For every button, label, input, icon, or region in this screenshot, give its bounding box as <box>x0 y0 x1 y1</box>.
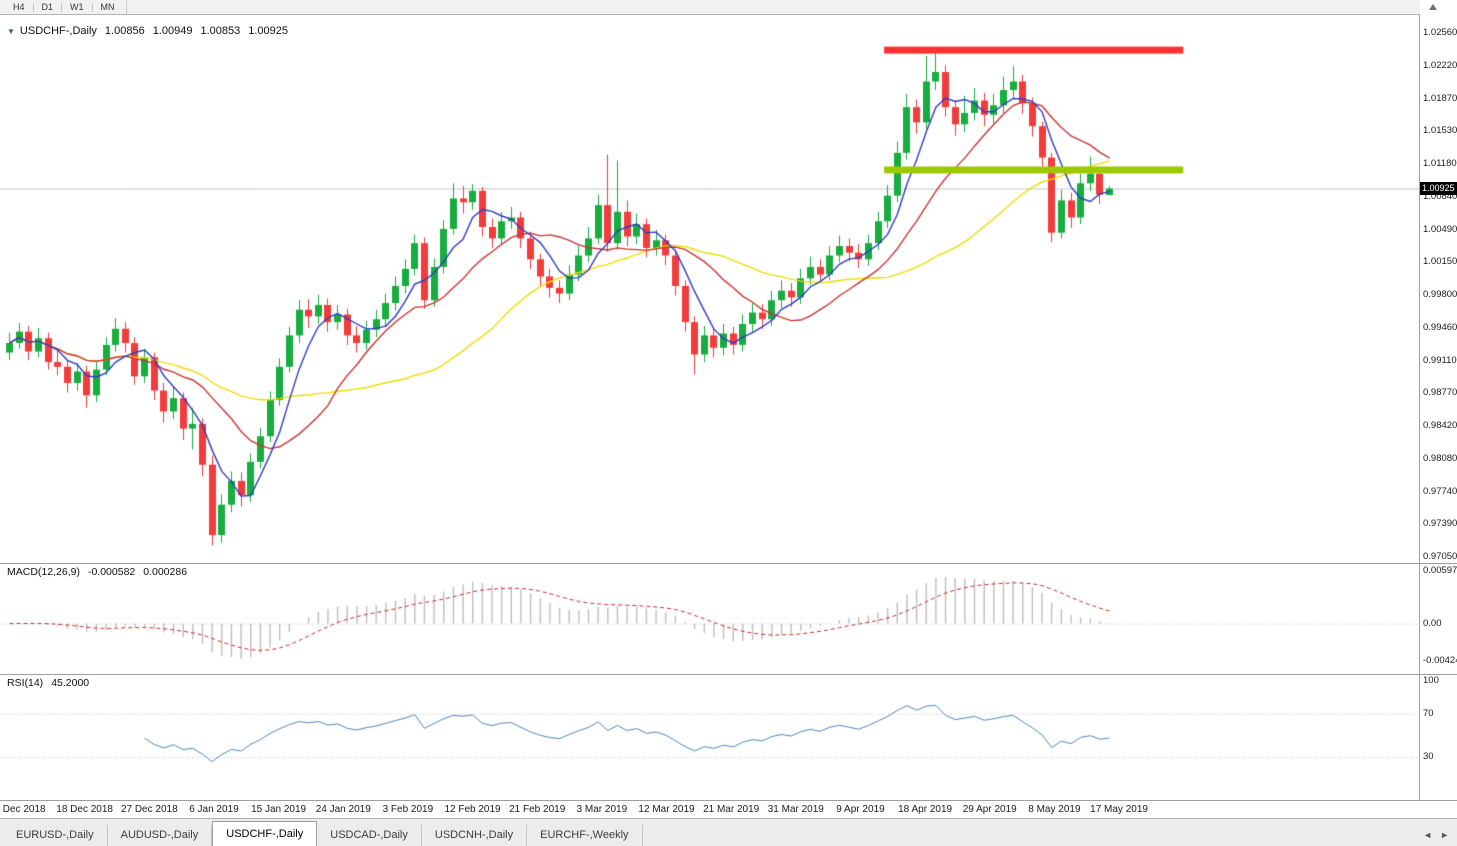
price-axis-label: 0.99460 <box>1423 321 1457 333</box>
toolbar-separator <box>125 0 127 14</box>
timeframe-w1-button[interactable]: W1 <box>63 0 91 15</box>
time-axis-label: 15 Jan 2019 <box>251 804 307 815</box>
macd-axis-label: -0.00424 <box>1423 655 1457 666</box>
timeframe-mn-button[interactable]: MN <box>94 0 122 15</box>
toolbar-separator <box>91 2 93 12</box>
chart-tab-bar: EURUSD-,Daily AUDUSD-,Daily USDCHF-,Daily U… <box>0 818 1457 846</box>
time-axis-label: 31 Mar 2019 <box>767 804 824 815</box>
tab-scroll-left-button[interactable]: ◄ <box>1423 830 1433 840</box>
price-axis-label: 0.99800 <box>1423 289 1457 300</box>
price-axis-label: 0.97390 <box>1423 518 1457 530</box>
ohlc-open-value: 1.00856 <box>104 25 145 37</box>
price-axis-border <box>1419 15 1420 800</box>
chart-symbol-label: USDCHF-,Daily <box>19 25 97 37</box>
chart-title: ▼ USDCHF-,Daily 1.00856 1.00949 1.00853 … <box>7 25 288 37</box>
ohlc-low-value: 1.00853 <box>200 25 241 37</box>
price-axis-label: 0.97740 <box>1423 485 1457 497</box>
price-axis-label: 1.02220 <box>1423 59 1457 71</box>
rsi-axis-label: 30 <box>1423 750 1434 762</box>
chart-tab-eurusd-daily[interactable]: EURUSD-,Daily <box>3 825 108 846</box>
chart-tabs: EURUSD-,Daily AUDUSD-,Daily USDCHF-,Daily U… <box>3 820 643 846</box>
current-price-tag: 1.00925 <box>1420 181 1457 195</box>
rsi-label: RSI(14) <box>7 677 44 689</box>
time-axis-label: 24 Jan 2019 <box>315 804 371 815</box>
chart-tab-eurchf-weekly[interactable]: EURCHF-,Weekly <box>527 825 643 846</box>
price-axis-label: 0.98080 <box>1423 452 1457 464</box>
macd-label: MACD(12,26,9) <box>7 566 80 578</box>
price-axis-label: 1.00490 <box>1423 223 1457 235</box>
panel-separator <box>0 563 1457 564</box>
time-axis-label: 29 Apr 2019 <box>962 804 1017 815</box>
time-axis-label: 6 Jan 2019 <box>189 804 239 815</box>
time-axis-label: 21 Feb 2019 <box>509 804 566 815</box>
price-axis-label: 1.01870 <box>1423 92 1457 104</box>
timeframe-h4-button[interactable]: H4 <box>6 0 32 15</box>
macd-axis-label: 0.00597 <box>1423 565 1457 576</box>
price-axis-label: 1.00150 <box>1423 256 1457 268</box>
price-axis-label: 0.98770 <box>1423 387 1457 399</box>
time-axis-label: 17 May 2019 <box>1090 804 1148 815</box>
time-axis-label: 9 Apr 2019 <box>836 804 885 815</box>
price-axis-label: 1.01530 <box>1423 125 1457 137</box>
rsi-value: 45.2000 <box>51 677 90 689</box>
time-axis-label: 21 Mar 2019 <box>703 804 760 815</box>
panel-separator <box>0 674 1457 675</box>
chart-tab-usdcad-daily[interactable]: USDCAD-,Daily <box>317 825 422 846</box>
chart-tab-usdcnh-daily[interactable]: USDCNH-,Daily <box>421 825 528 846</box>
timeframe-toolbar: H4 D1 W1 MN <box>0 0 1457 15</box>
price-axis-label: 1.00840 <box>1423 190 1457 202</box>
chart-tab-audusd-daily[interactable]: AUDUSD-,Daily <box>107 825 213 846</box>
time-axis-label: 9 Dec 2018 <box>0 804 46 815</box>
macd-title: MACD(12,26,9) -0.000582 0.000286 <box>7 566 187 578</box>
time-axis: 9 Dec 2018 18 Dec 2018 27 Dec 2018 6 Jan 20… <box>0 801 1419 818</box>
price-axis-label: 0.97050 <box>1423 551 1457 562</box>
time-axis-label: 3 Feb 2019 <box>382 804 434 815</box>
rsi-axis-label: 70 <box>1423 707 1434 719</box>
price-axis-label: 1.01180 <box>1423 158 1457 169</box>
toolbar-separator <box>32 2 34 12</box>
panel-separator <box>0 800 1457 801</box>
price-axis: 1.02560 1.02220 1.01870 1.01530 1.01180 1.008… <box>1420 0 1457 818</box>
price-axis-label: 0.99110 <box>1423 354 1457 366</box>
ohlc-close-value: 1.00925 <box>248 25 288 37</box>
chart-collapse-icon[interactable]: ▼ <box>7 26 15 36</box>
ohlc-high-value: 1.00949 <box>152 25 193 37</box>
macd-signal-value: 0.000286 <box>143 566 188 578</box>
time-axis-label: 8 May 2019 <box>1028 804 1081 815</box>
chart-tab-usdchf-daily[interactable]: USDCHF-,Daily <box>212 821 318 846</box>
timeframe-d1-button[interactable]: D1 <box>35 0 61 15</box>
time-axis-label: 12 Mar 2019 <box>638 804 695 815</box>
macd-main-value: -0.000582 <box>87 566 136 578</box>
macd-axis-label: 0.00 <box>1423 617 1442 629</box>
time-axis-label: 3 Mar 2019 <box>576 804 628 815</box>
rsi-title: RSI(14) 45.2000 <box>7 677 89 689</box>
scale-scroll-up-icon[interactable] <box>1429 4 1437 10</box>
time-axis-label: 18 Apr 2019 <box>898 804 953 815</box>
time-axis-label: 27 Dec 2018 <box>120 804 178 815</box>
toolbar-separator <box>61 2 63 12</box>
rsi-axis-label: 100 <box>1423 675 1439 686</box>
price-axis-label: 1.02560 <box>1423 27 1457 38</box>
time-axis-label: 18 Dec 2018 <box>56 804 113 815</box>
price-axis-label: 0.98420 <box>1423 420 1457 431</box>
tab-scroll-right-button[interactable]: ► <box>1440 830 1449 840</box>
tab-scroll-controls: ◄ ► <box>1423 830 1449 840</box>
time-axis-label: 12 Feb 2019 <box>444 804 501 815</box>
